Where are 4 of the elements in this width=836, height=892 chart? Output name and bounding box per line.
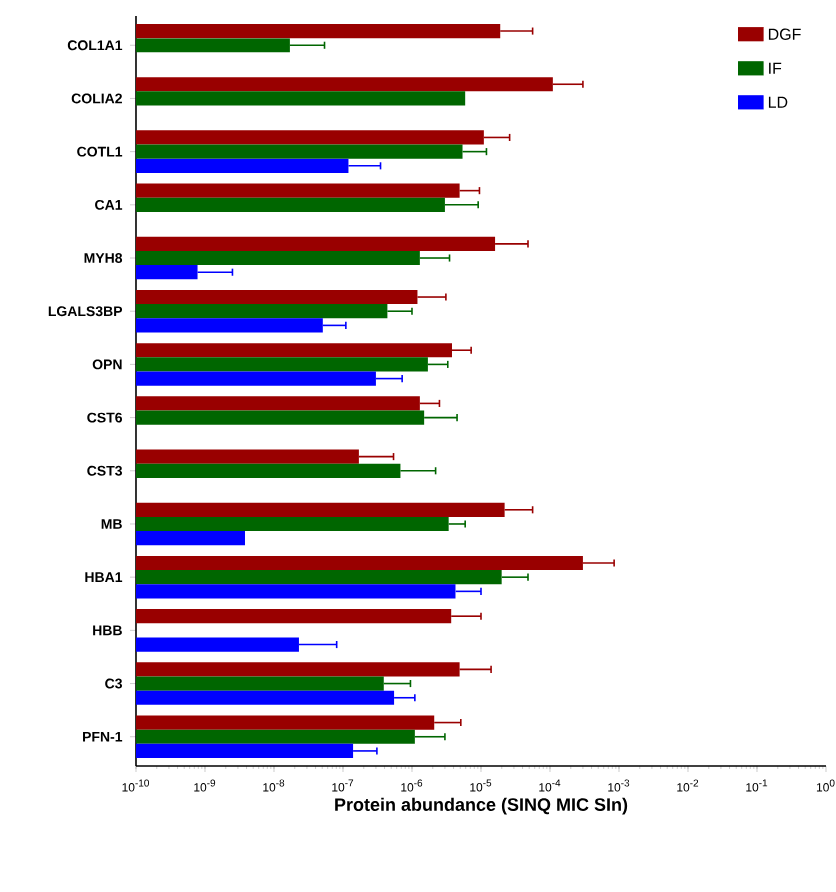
x-axis-title: Protein abundance (SINQ MIC SIn) [335, 797, 628, 815]
legend-label: IF [769, 62, 782, 74]
legend-label: LD [768, 96, 788, 108]
legend-label: DGF [768, 28, 801, 40]
